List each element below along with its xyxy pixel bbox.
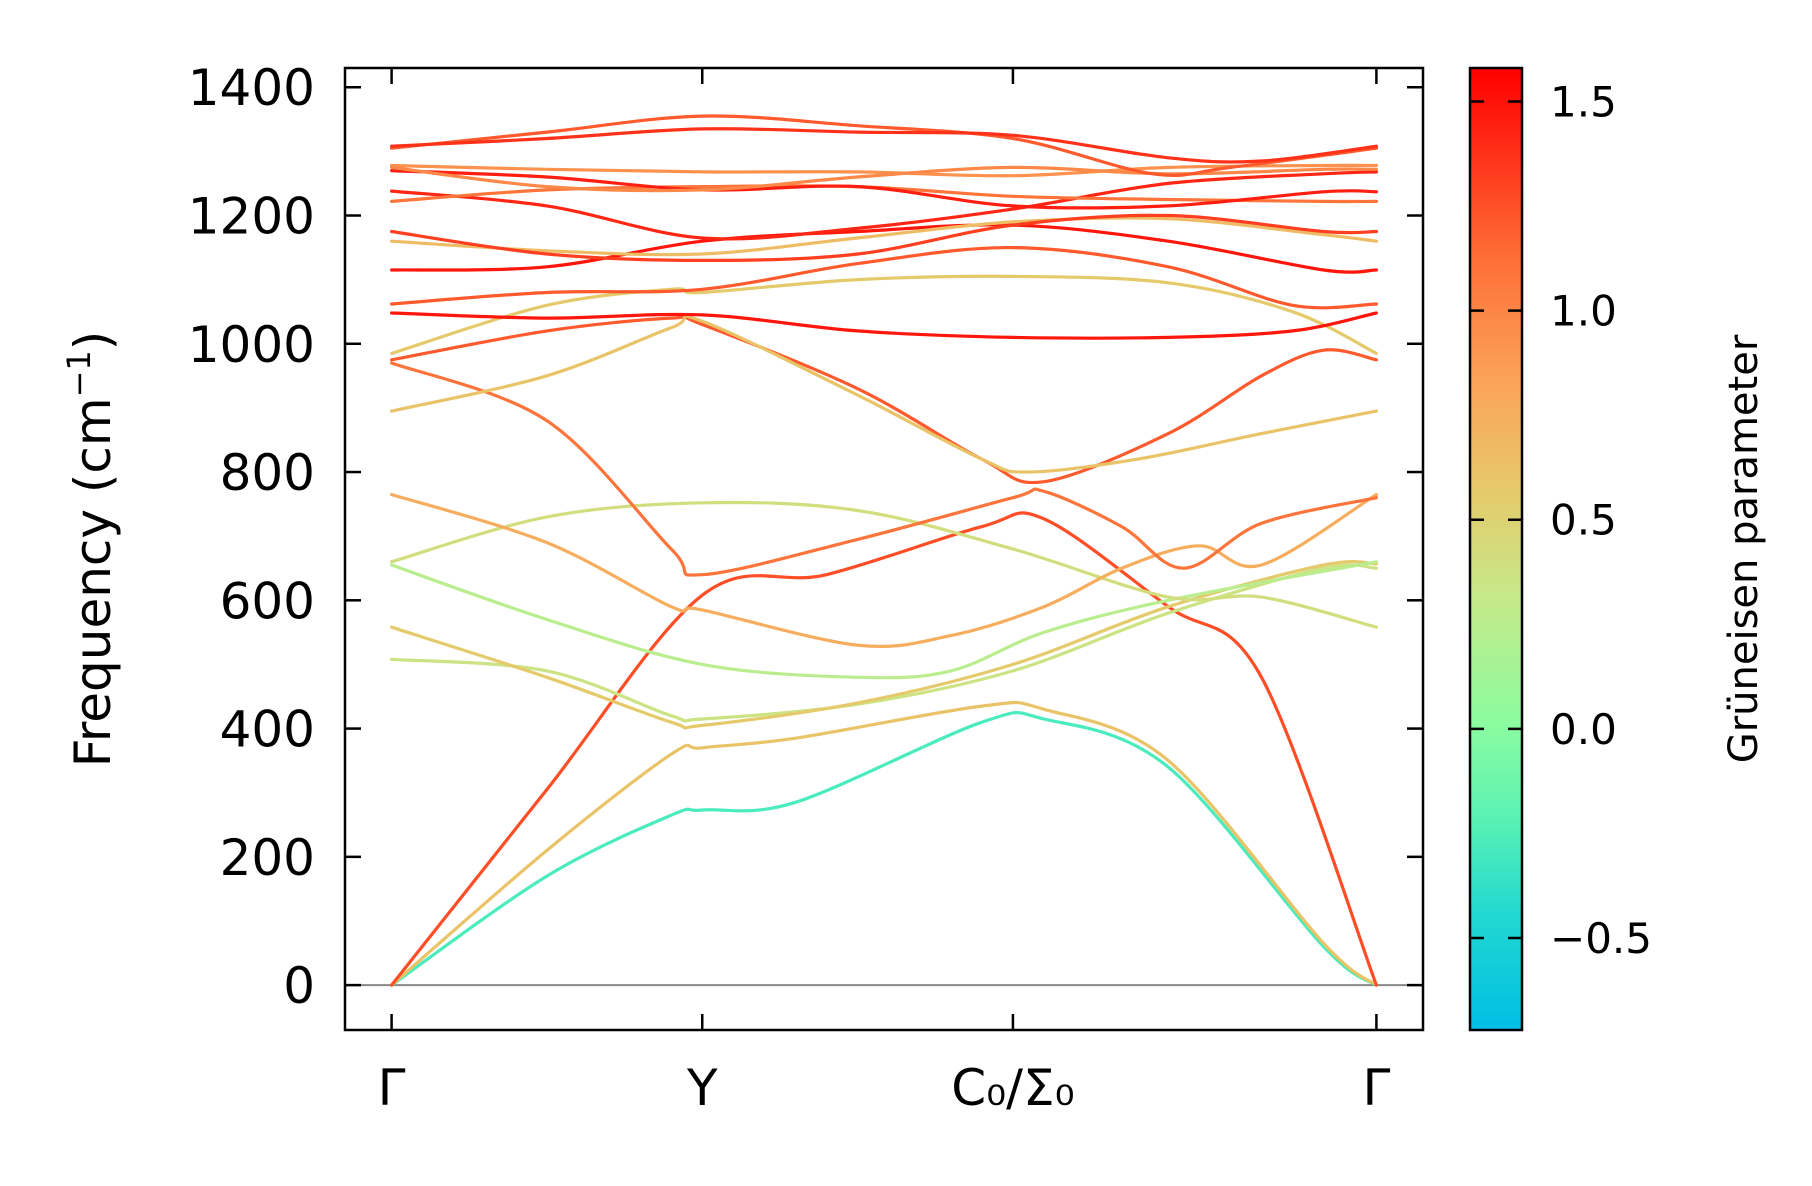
band-O13 xyxy=(390,216,1378,257)
band-LA xyxy=(390,511,1378,987)
colorbar-frame xyxy=(1468,66,1524,1032)
colorbar-tick-label: 1.5 xyxy=(1550,77,1617,126)
band-O5 xyxy=(390,492,1378,649)
band-O14 xyxy=(390,213,1378,263)
band-O10 xyxy=(390,311,1378,340)
x-axis-ticks: Γ Y C₀/Σ₀ Γ xyxy=(378,68,1390,1117)
band-O16 xyxy=(390,184,1378,204)
band-O3 xyxy=(390,560,1378,680)
x-tick-label-1: Y xyxy=(686,1059,718,1117)
plot-frame xyxy=(343,66,1425,1032)
y-tick-label: 1000 xyxy=(188,316,315,374)
colorbar-title: Grüneisen parameter xyxy=(1721,334,1767,763)
y-tick-label: 400 xyxy=(220,701,315,759)
band-O9 xyxy=(390,274,1378,355)
band-O19 xyxy=(390,165,1378,193)
y-axis-title: Frequency (cm−1) xyxy=(60,331,122,768)
colorbar-ticks: −0.5 0.0 0.5 1.0 1.5 xyxy=(1470,77,1652,963)
colorbar-tick-label: 1.0 xyxy=(1550,287,1617,336)
plot-area: 0 200 400 600 800 1000 1200 1400 Γ Y C₀/Σ₀ Γ xyxy=(188,59,1425,1117)
y-tick-label: 200 xyxy=(220,829,315,887)
x-tick-label-3: Γ xyxy=(1362,1059,1390,1117)
band-O4 xyxy=(390,500,1378,629)
colorbar-gradient xyxy=(1470,68,1522,1030)
band-O12 xyxy=(390,223,1378,274)
y-tick-label: 1200 xyxy=(188,188,315,246)
band-O20 xyxy=(390,114,1378,177)
y-axis-ticks: 0 200 400 600 800 1000 1200 1400 xyxy=(188,59,1423,1015)
x-tick-label-0: Γ xyxy=(378,1059,406,1117)
band-O11 xyxy=(390,245,1378,310)
colorbar: −0.5 0.0 0.5 1.0 1.5 Grüneisen parameter xyxy=(1468,66,1767,1032)
band-O21 xyxy=(390,127,1378,164)
band-O8 xyxy=(390,314,1378,474)
band-O17 xyxy=(390,169,1378,210)
band-ZA xyxy=(390,710,1378,987)
y-tick-label: 800 xyxy=(220,444,315,502)
colorbar-tick-label: 0.0 xyxy=(1550,705,1617,754)
band-O7 xyxy=(390,314,1378,485)
phonon-bands xyxy=(390,114,1378,987)
y-tick-label: 0 xyxy=(283,957,315,1015)
y-tick-label: 600 xyxy=(220,572,315,630)
band-O6 xyxy=(390,361,1378,577)
colorbar-tick-label: −0.5 xyxy=(1550,914,1652,963)
y-tick-label: 1400 xyxy=(188,59,315,117)
band-O2 xyxy=(390,559,1378,730)
colorbar-tick-label: 0.5 xyxy=(1550,496,1617,545)
x-tick-label-2: C₀/Σ₀ xyxy=(951,1059,1074,1117)
band-TA xyxy=(390,700,1378,987)
band-O15 xyxy=(390,170,1378,241)
